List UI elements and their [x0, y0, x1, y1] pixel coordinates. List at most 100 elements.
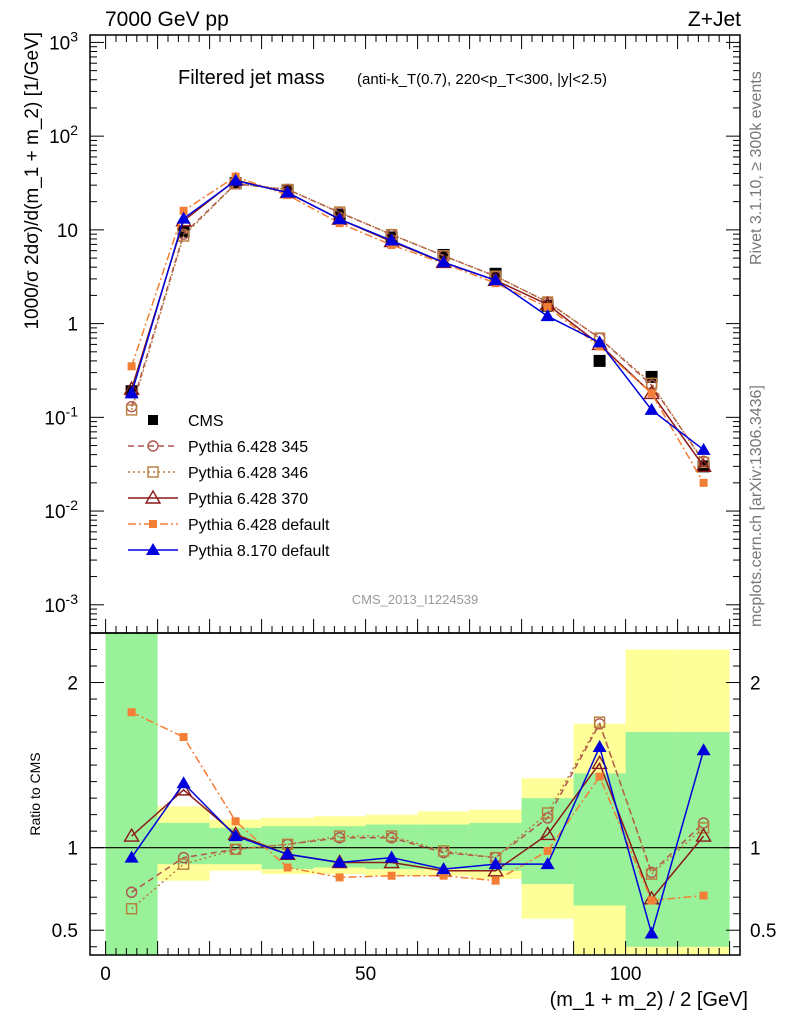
main-series-5: [124, 173, 711, 455]
y-tick-label: 10-2: [44, 497, 78, 523]
main-data-point: [436, 255, 451, 268]
ratio-data-point: [333, 830, 346, 842]
ratio-y-tick-label-right: 2: [750, 674, 761, 695]
main-data-point: [543, 303, 552, 312]
main-data-point: [384, 233, 399, 246]
ratio-y-tick-label-left: 1: [67, 839, 78, 860]
ratio-panel-frame: [89, 632, 741, 956]
main-data-point: [540, 309, 555, 322]
ratio-data-point: [229, 843, 242, 856]
ratio-data-point: [592, 739, 607, 752]
legend-label: Pythia 6.428 default: [188, 517, 330, 534]
x-axis-label: (m_1 + m_2) / 2 [GeV]: [550, 989, 748, 1011]
inner-band: [417, 824, 470, 870]
ratio-data-point: [644, 926, 659, 939]
legend: CMS Pythia 6.428 345 Pythia 6.428 346 Pythi…: [128, 413, 330, 560]
x-tick-label: 0: [100, 964, 111, 985]
legend-item: Pythia 6.428 345: [128, 439, 308, 456]
legend-marker: [144, 489, 162, 504]
ratio-data-point: [123, 827, 140, 842]
main-data-point: [332, 212, 347, 225]
ratio-series-line-3: [131, 711, 704, 902]
ratio-data-point: [436, 862, 451, 875]
inner-band: [625, 732, 678, 947]
ratio-data-point: [125, 903, 138, 915]
ratio-panel-series: [123, 708, 712, 939]
rivet-label: Rivet 3.1.10, ≥ 300k events: [748, 71, 765, 265]
main-series-line-5: [130, 179, 705, 451]
ratio-data-point: [280, 847, 295, 860]
ratio-data-point: [540, 857, 555, 870]
main-y-axis-label: 1000/σ 2dσ)/d(m_1 + m_2) [1/GeV]: [22, 32, 43, 330]
main-data-point: [647, 389, 656, 398]
main-data-point: [695, 457, 712, 473]
ratio-data-point: [283, 863, 292, 872]
ratio-y-axis-label: Ratio to CMS: [27, 752, 43, 835]
ratio-data-point: [595, 772, 604, 781]
legend-label: Pythia 6.428 346: [188, 465, 308, 482]
axis-tick-labels: 10-3 10-2 10-1 1 10 102 103 0 50 100 0.5 0.5 1 1 2 2: [44, 28, 776, 985]
ratio-data-point: [697, 822, 710, 834]
main-data-point: [488, 273, 503, 286]
inner-band: [573, 773, 626, 906]
y-tick-label: 10-3: [44, 591, 78, 617]
ratio-data-point: [124, 850, 139, 863]
y-tick-label: 10: [57, 221, 78, 242]
ratio-series-4: [124, 739, 711, 939]
ratio-data-point: [439, 871, 448, 880]
ratio-data-point: [539, 826, 556, 841]
main-data-point: [699, 478, 708, 487]
ratio-data-point: [228, 829, 243, 842]
main-data-point: [124, 386, 139, 399]
y-tick-label: 102: [49, 122, 78, 148]
main-data-point: [179, 206, 188, 215]
ratio-data-point: [645, 868, 658, 880]
ratio-series-1: [125, 716, 710, 915]
legend-label: Pythia 8.170 default: [188, 543, 330, 560]
ratio-data-point: [488, 857, 503, 870]
main-data-point: [176, 211, 191, 224]
ratio-series-line-1: [131, 720, 705, 910]
ratio-data-point: [491, 876, 500, 885]
chart-subtitle: (anti-k_T(0.7), 220<p_T<300, |y|<2.5): [357, 71, 607, 88]
legend-label: Pythia 6.428 345: [188, 439, 308, 456]
svg-text:103: 103: [49, 28, 78, 54]
legend-item: Pythia 8.170 default: [128, 543, 330, 560]
legend-label: CMS: [188, 413, 224, 430]
ratio-data-point: [385, 830, 398, 842]
ratio-data-point: [177, 858, 190, 870]
inner-band: [105, 633, 158, 955]
legend-marker: [149, 520, 157, 528]
main-data-point: [696, 442, 711, 455]
inner-band: [677, 732, 730, 947]
legend-item: Pythia 6.428 default: [128, 517, 330, 534]
ratio-data-point: [591, 755, 608, 770]
ratio-y-tick-label-left: 0.5: [52, 921, 78, 942]
ratio-data-point: [127, 708, 136, 717]
ratio-data-point: [384, 850, 399, 863]
legend-item: Pythia 6.428 370: [128, 489, 308, 508]
ratio-data-point: [437, 845, 450, 857]
svg-text:1: 1: [67, 315, 78, 336]
main-data-point: [592, 335, 607, 348]
legend-marker: [146, 543, 160, 555]
main-series-line-2: [130, 183, 705, 463]
inner-band: [521, 798, 574, 884]
ratio-data-point: [699, 891, 708, 900]
main-data-point: [697, 456, 710, 469]
svg-text:10: 10: [57, 221, 78, 242]
main-data-point: [644, 402, 659, 415]
ratio-data-point: [696, 743, 711, 756]
ratio-data-point: [593, 716, 606, 728]
main-panel-series: [123, 171, 712, 487]
svg-text:102: 102: [49, 122, 78, 148]
ratio-y-tick-label-right: 1: [750, 839, 761, 860]
ratio-series-line-4: [130, 744, 705, 937]
svg-text:10-1: 10-1: [44, 403, 78, 429]
main-data-point: [645, 370, 658, 383]
legend-marker: [148, 415, 158, 425]
header-right: Z+Jet: [687, 8, 741, 31]
ratio-data-point: [387, 871, 396, 880]
main-data-point: [127, 362, 136, 371]
